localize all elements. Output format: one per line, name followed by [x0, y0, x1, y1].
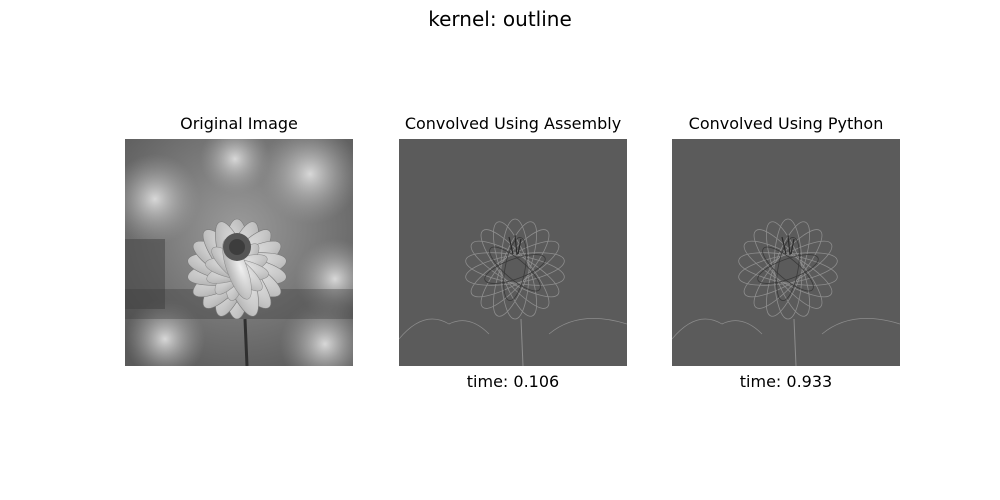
- python-edge-image: [672, 139, 900, 366]
- original-flower-image: [125, 139, 353, 366]
- panel-python: Convolved Using Python: [672, 113, 900, 391]
- panel-original: Original Image: [125, 113, 353, 366]
- panel-original-title: Original Image: [180, 114, 298, 133]
- panel-assembly-title: Convolved Using Assembly: [404, 114, 622, 133]
- assembly-time-caption: time: 0.106: [466, 372, 560, 391]
- panel-assembly: Convolved Using Assembly: [399, 113, 627, 391]
- assembly-edge-image: [399, 139, 627, 366]
- panel-python-title: Convolved Using Python: [688, 114, 884, 133]
- python-time-caption: time: 0.933: [739, 372, 833, 391]
- figure-title: kernel: outline: [428, 7, 572, 31]
